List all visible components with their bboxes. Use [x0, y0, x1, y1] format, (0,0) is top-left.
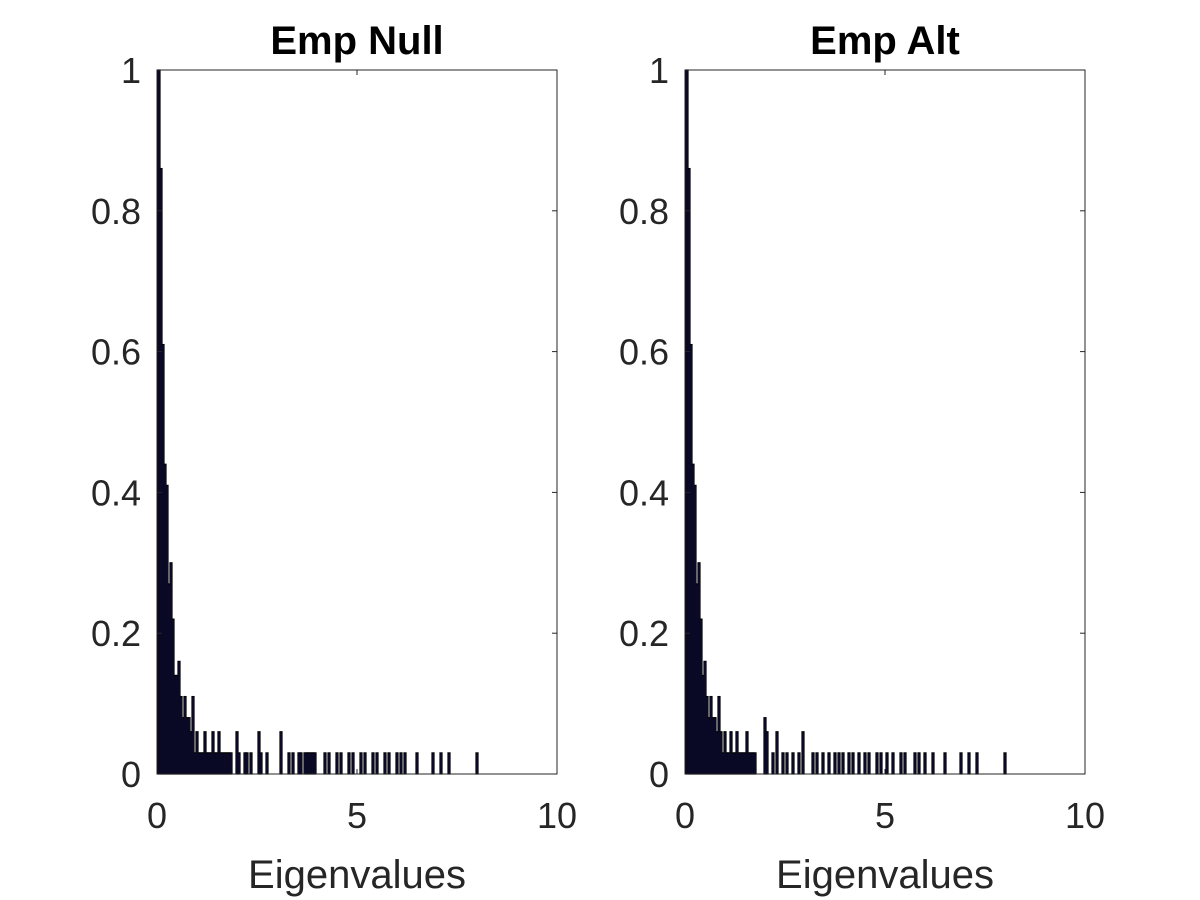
- bar: [347, 752, 351, 775]
- bar: [279, 731, 283, 775]
- bar: [891, 752, 895, 775]
- bar: [827, 752, 831, 775]
- x-axis-label: Eigenvalues: [248, 853, 466, 897]
- bars: [685, 69, 1007, 775]
- bar: [259, 752, 263, 775]
- bar: [875, 752, 879, 775]
- bar: [395, 752, 399, 775]
- bar: [387, 752, 391, 775]
- y-tick-label: 0.4: [619, 472, 669, 513]
- bar: [797, 752, 801, 775]
- bar: [863, 752, 867, 775]
- bar: [371, 752, 375, 775]
- bar: [287, 752, 291, 775]
- bar: [857, 752, 861, 775]
- x-tick-label: 10: [1065, 795, 1105, 836]
- y-tick-label: 0.2: [619, 613, 669, 654]
- bar: [753, 752, 757, 775]
- bar: [363, 752, 367, 775]
- bar: [847, 752, 851, 775]
- bar: [339, 752, 343, 775]
- bar: [785, 752, 789, 775]
- y-tick-label: 0.4: [91, 472, 141, 513]
- x-tick-label: 5: [347, 795, 367, 836]
- bar: [903, 752, 907, 775]
- bar: [931, 752, 935, 775]
- bar: [837, 752, 841, 775]
- bar: [415, 752, 419, 775]
- bar: [299, 752, 303, 775]
- y-tick-label: 0.8: [91, 191, 141, 232]
- bar: [841, 752, 845, 775]
- bar: [335, 752, 339, 775]
- bar: [327, 752, 331, 775]
- bar: [1003, 752, 1007, 775]
- bar: [447, 752, 451, 775]
- bar: [867, 752, 871, 775]
- bar: [475, 752, 479, 775]
- y-tick-label: 1: [649, 50, 669, 91]
- bar: [801, 731, 805, 775]
- bar: [781, 752, 785, 775]
- axes-box: [156, 69, 558, 775]
- bar: [833, 752, 837, 775]
- bar: [265, 752, 269, 775]
- bar: [383, 752, 387, 775]
- bar: [359, 752, 363, 775]
- bars: [157, 69, 479, 775]
- bar: [899, 752, 903, 775]
- bar: [851, 752, 855, 775]
- bar: [771, 752, 775, 775]
- bar: [439, 752, 443, 775]
- x-tick-label: 10: [537, 795, 577, 836]
- y-tick-label: 0: [649, 754, 669, 795]
- x-tick-label: 5: [875, 795, 895, 836]
- chart-title: Emp Null: [270, 19, 443, 63]
- bar: [885, 752, 889, 775]
- y-tick-label: 0.6: [91, 332, 141, 373]
- y-tick-label: 0.2: [91, 613, 141, 654]
- bar: [967, 752, 971, 775]
- y-tick-label: 0.6: [619, 332, 669, 373]
- bar: [291, 752, 295, 775]
- x-tick-label: 0: [675, 795, 695, 836]
- y-tick-label: 0.8: [619, 191, 669, 232]
- bar: [403, 752, 407, 775]
- bar: [879, 752, 883, 775]
- bar: [791, 752, 795, 775]
- y-tick-label: 1: [121, 50, 141, 91]
- bar: [237, 752, 241, 775]
- bar: [323, 752, 327, 775]
- bar: [959, 752, 963, 775]
- bar: [975, 752, 979, 775]
- bar: [313, 752, 317, 775]
- bar: [923, 752, 927, 775]
- bar: [815, 752, 819, 775]
- axes-box: [684, 69, 1086, 775]
- bar: [249, 752, 253, 775]
- x-axis-label: Eigenvalues: [776, 853, 994, 897]
- bar: [821, 752, 825, 775]
- x-tick-label: 0: [147, 795, 167, 836]
- y-tick-label: 0: [121, 754, 141, 795]
- bar: [375, 752, 379, 775]
- bar: [917, 752, 921, 775]
- bar: [229, 752, 233, 775]
- bar: [913, 752, 917, 775]
- bar: [399, 752, 403, 775]
- bar: [765, 731, 769, 775]
- bar: [775, 731, 779, 775]
- chart-title: Emp Alt: [810, 19, 960, 63]
- bar: [245, 752, 249, 775]
- bar: [943, 752, 947, 775]
- bar: [351, 752, 355, 775]
- bar: [431, 752, 435, 775]
- bar: [811, 752, 815, 775]
